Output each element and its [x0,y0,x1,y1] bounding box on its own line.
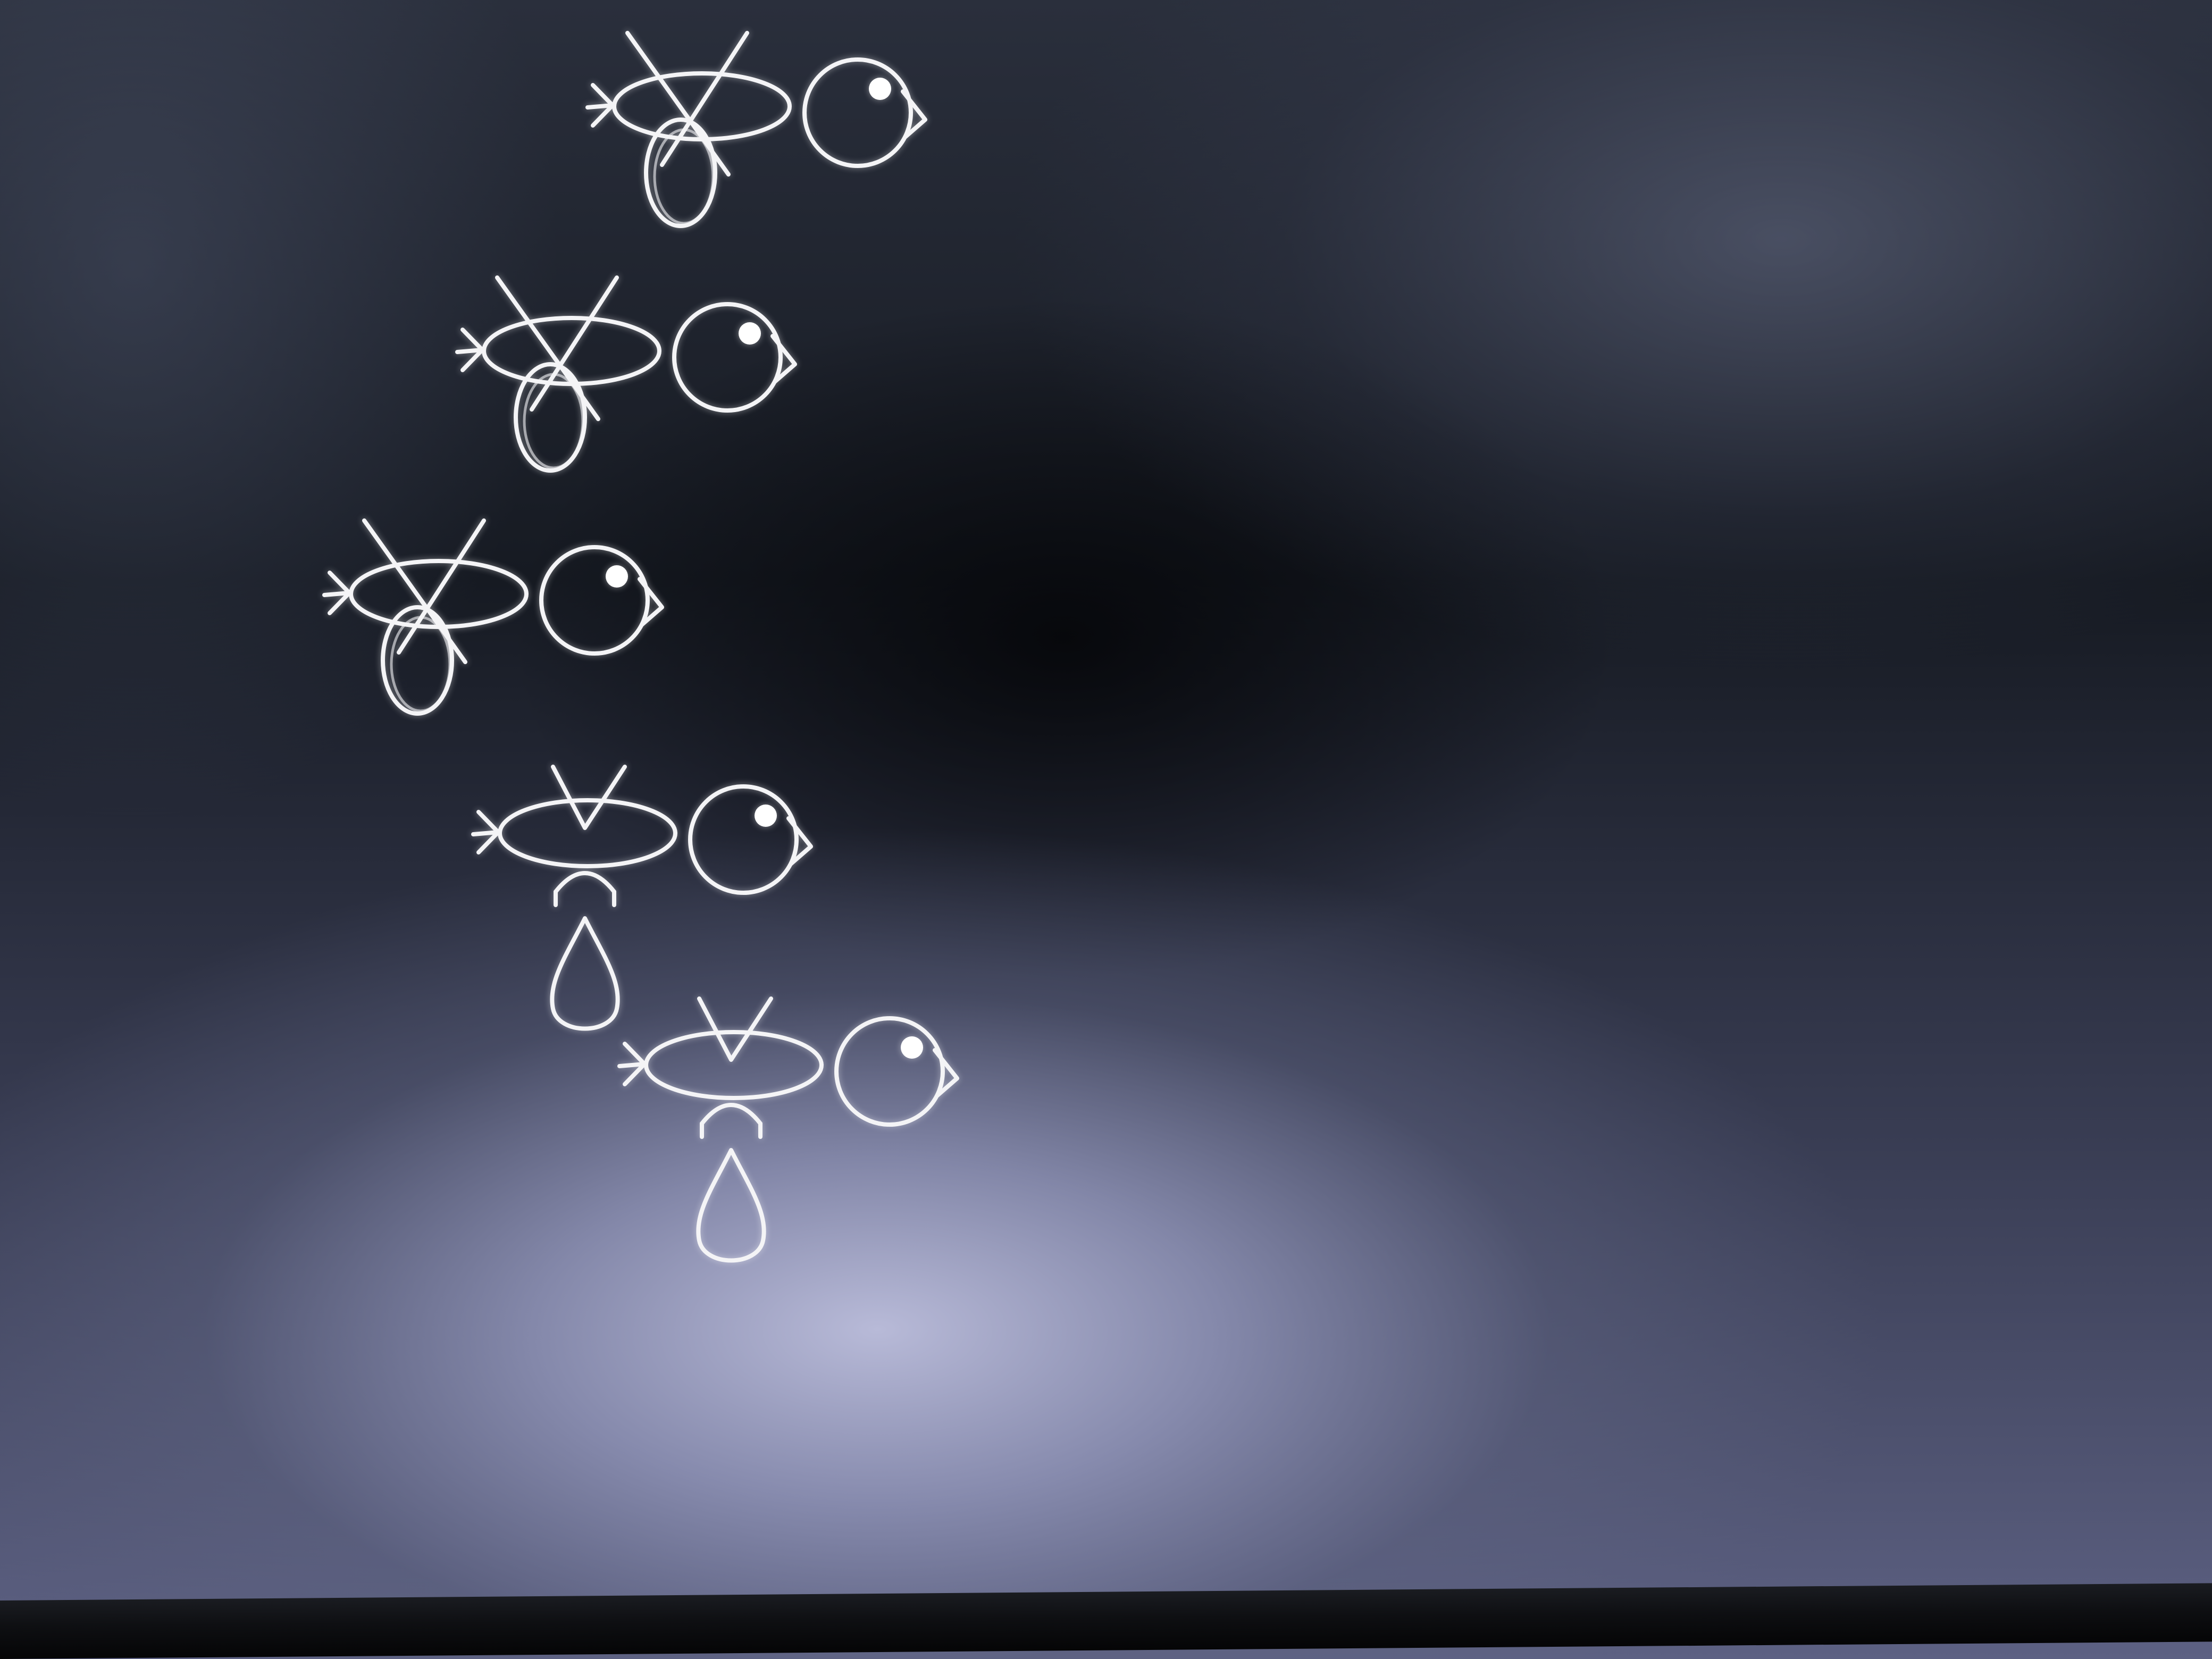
bird-sprite-1 [588,33,925,226]
bird-sprite-3 [324,521,662,714]
bird-sprite-5 [619,999,957,1261]
bird-sprite-2 [457,278,795,471]
bird-sprite-4 [473,767,811,1029]
